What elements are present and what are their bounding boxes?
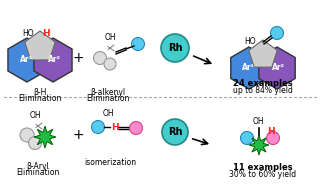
Text: Elimination: Elimination <box>86 94 130 103</box>
Text: up to 84% yield: up to 84% yield <box>233 86 293 95</box>
Text: β-alkenyl: β-alkenyl <box>90 88 126 97</box>
Polygon shape <box>8 38 46 82</box>
Circle shape <box>162 119 188 145</box>
Circle shape <box>270 26 283 40</box>
Text: β-H: β-H <box>33 88 47 97</box>
Text: HO: HO <box>22 29 34 37</box>
Text: H: H <box>111 122 119 132</box>
Text: Ar¹: Ar¹ <box>20 56 33 64</box>
Circle shape <box>161 34 189 62</box>
Text: Elimination: Elimination <box>16 168 60 177</box>
Circle shape <box>241 132 253 145</box>
Polygon shape <box>249 135 269 155</box>
Polygon shape <box>259 47 295 89</box>
Text: OH: OH <box>104 33 116 42</box>
Circle shape <box>131 37 145 50</box>
Text: +: + <box>72 128 84 142</box>
Polygon shape <box>34 126 56 148</box>
Text: Ar²: Ar² <box>48 56 61 64</box>
Text: H: H <box>42 29 50 37</box>
Circle shape <box>20 128 34 142</box>
Text: H: H <box>267 128 275 136</box>
Text: Rh: Rh <box>168 43 182 53</box>
Polygon shape <box>25 31 55 60</box>
Text: Rh: Rh <box>168 127 182 137</box>
Polygon shape <box>34 38 72 82</box>
Circle shape <box>91 121 105 133</box>
Text: OH: OH <box>102 108 114 118</box>
Circle shape <box>29 136 42 149</box>
Text: isomerization: isomerization <box>84 158 136 167</box>
Circle shape <box>93 51 107 64</box>
Text: OH: OH <box>252 118 264 126</box>
Text: 24 examples: 24 examples <box>233 79 293 88</box>
Text: Ar²: Ar² <box>271 64 285 73</box>
Circle shape <box>267 132 279 145</box>
Polygon shape <box>231 47 267 89</box>
Text: HO: HO <box>244 36 256 46</box>
Circle shape <box>104 58 116 70</box>
Text: β-Aryl: β-Aryl <box>27 162 49 171</box>
Text: Ar¹: Ar¹ <box>242 64 254 73</box>
Text: 30% to 60% yield: 30% to 60% yield <box>230 170 297 179</box>
Text: Elimination: Elimination <box>18 94 62 103</box>
Circle shape <box>129 122 143 135</box>
Text: 11 examples: 11 examples <box>233 163 293 172</box>
Text: OH: OH <box>29 112 41 121</box>
Text: +: + <box>72 51 84 65</box>
Polygon shape <box>249 40 277 67</box>
